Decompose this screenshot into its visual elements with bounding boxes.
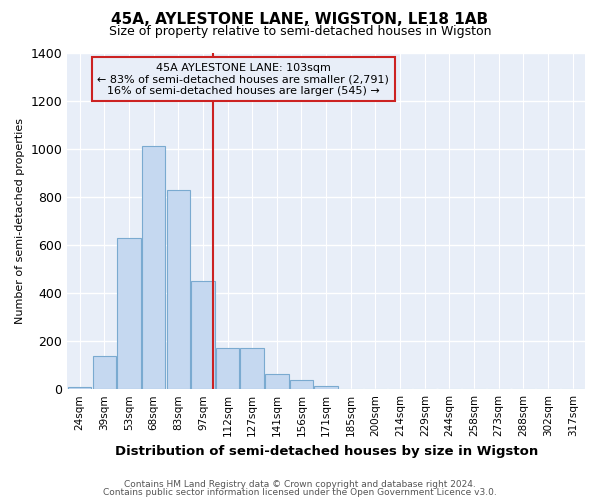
Bar bbox=[92, 356, 116, 389]
Bar bbox=[265, 374, 289, 389]
Y-axis label: Number of semi-detached properties: Number of semi-detached properties bbox=[15, 118, 25, 324]
Bar bbox=[290, 380, 313, 389]
Bar bbox=[167, 190, 190, 389]
X-axis label: Distribution of semi-detached houses by size in Wigston: Distribution of semi-detached houses by … bbox=[115, 444, 538, 458]
Text: Size of property relative to semi-detached houses in Wigston: Size of property relative to semi-detach… bbox=[109, 25, 491, 38]
Bar bbox=[68, 387, 91, 389]
Bar bbox=[117, 238, 140, 389]
Text: Contains HM Land Registry data © Crown copyright and database right 2024.: Contains HM Land Registry data © Crown c… bbox=[124, 480, 476, 489]
Bar bbox=[216, 348, 239, 389]
Bar bbox=[241, 348, 264, 389]
Text: Contains public sector information licensed under the Open Government Licence v3: Contains public sector information licen… bbox=[103, 488, 497, 497]
Bar bbox=[191, 281, 215, 389]
Bar bbox=[142, 146, 165, 389]
Text: 45A AYLESTONE LANE: 103sqm
← 83% of semi-detached houses are smaller (2,791)
16%: 45A AYLESTONE LANE: 103sqm ← 83% of semi… bbox=[97, 62, 389, 96]
Bar bbox=[314, 386, 338, 389]
Text: 45A, AYLESTONE LANE, WIGSTON, LE18 1AB: 45A, AYLESTONE LANE, WIGSTON, LE18 1AB bbox=[112, 12, 488, 28]
